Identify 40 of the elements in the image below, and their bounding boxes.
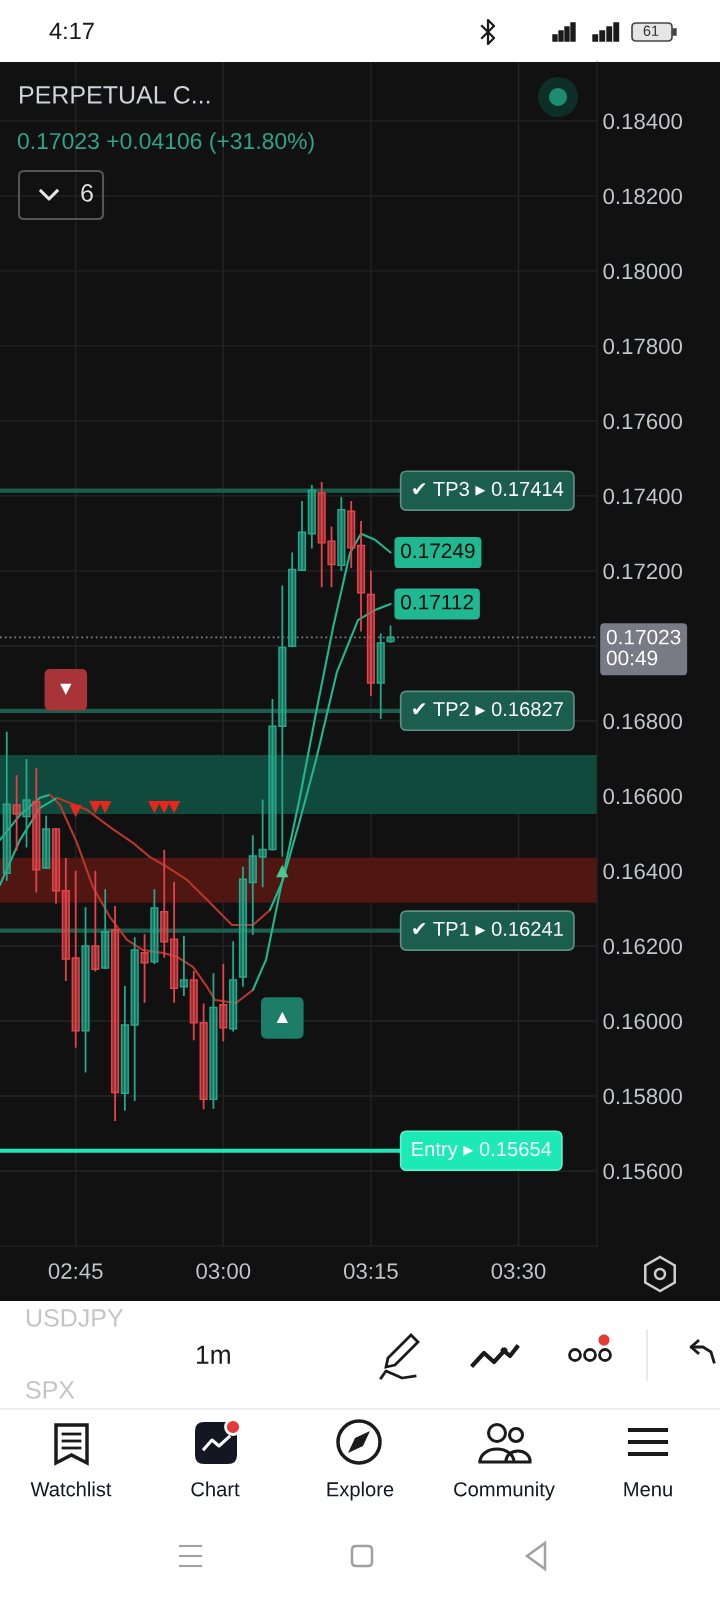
text: Community <box>454 1481 555 1501</box>
text: Watchlist <box>30 1481 112 1497</box>
y-tick-label: 0.17600 <box>603 413 683 430</box>
text: 61 <box>643 25 659 36</box>
x-tick-label: 03:30 <box>491 1263 546 1279</box>
y-tick-label: 0.17200 <box>603 563 683 580</box>
annotation: 6 <box>81 184 93 202</box>
data-label: 0.17112 <box>401 594 473 610</box>
y-tick-label: 0.16800 <box>603 713 683 730</box>
text: 4:17 <box>49 22 94 40</box>
data-label: 0.17249 <box>401 543 475 559</box>
x-tick-label: 03:00 <box>196 1263 251 1279</box>
text: Menu <box>624 1482 672 1497</box>
y-tick-label: 0.18400 <box>603 113 683 130</box>
text: USDJPY <box>26 1309 124 1327</box>
y-tick-label: 0.15600 <box>603 1163 683 1180</box>
text: SPX <box>26 1381 75 1399</box>
y-tick-label: 0.16600 <box>603 788 683 805</box>
text: 1m <box>197 1345 230 1364</box>
ref-line-label: ✔ TP1 ▸ 0.16241 <box>413 921 563 936</box>
text: 0.17023 +0.04106 (+31.80%) <box>17 132 314 154</box>
y-tick-label: 0.16200 <box>603 938 683 955</box>
y-tick-label: 0.18200 <box>603 188 683 205</box>
text: PERPETUAL C... <box>20 86 210 104</box>
y-tick-label: 0.16000 <box>603 1013 683 1030</box>
ref-line-label: ✔ TP2 ▸ 0.16827 <box>413 701 563 717</box>
x-tick-label: 02:45 <box>48 1263 103 1279</box>
annotation: ▲ <box>276 1011 289 1023</box>
x-tick-label: 03:15 <box>343 1263 398 1279</box>
y-tick-label: 0.17800 <box>603 338 683 355</box>
annotation: ▼ <box>60 683 72 696</box>
y-tick-label: 0.15800 <box>603 1088 683 1105</box>
text: Explore <box>327 1481 394 1501</box>
ref-line-label: ✔ TP3 ▸ 0.17414 <box>413 481 564 497</box>
y-tick-label: 0.18000 <box>603 263 683 280</box>
y-tick-label: 0.16400 <box>603 863 683 880</box>
y-tick-label: 0.17400 <box>603 488 683 505</box>
text: Chart <box>191 1481 240 1497</box>
ref-line-label: Entry ▸ 0.15654 <box>412 1141 552 1161</box>
ref-line-label: 0.17023 00:49 <box>606 629 681 666</box>
